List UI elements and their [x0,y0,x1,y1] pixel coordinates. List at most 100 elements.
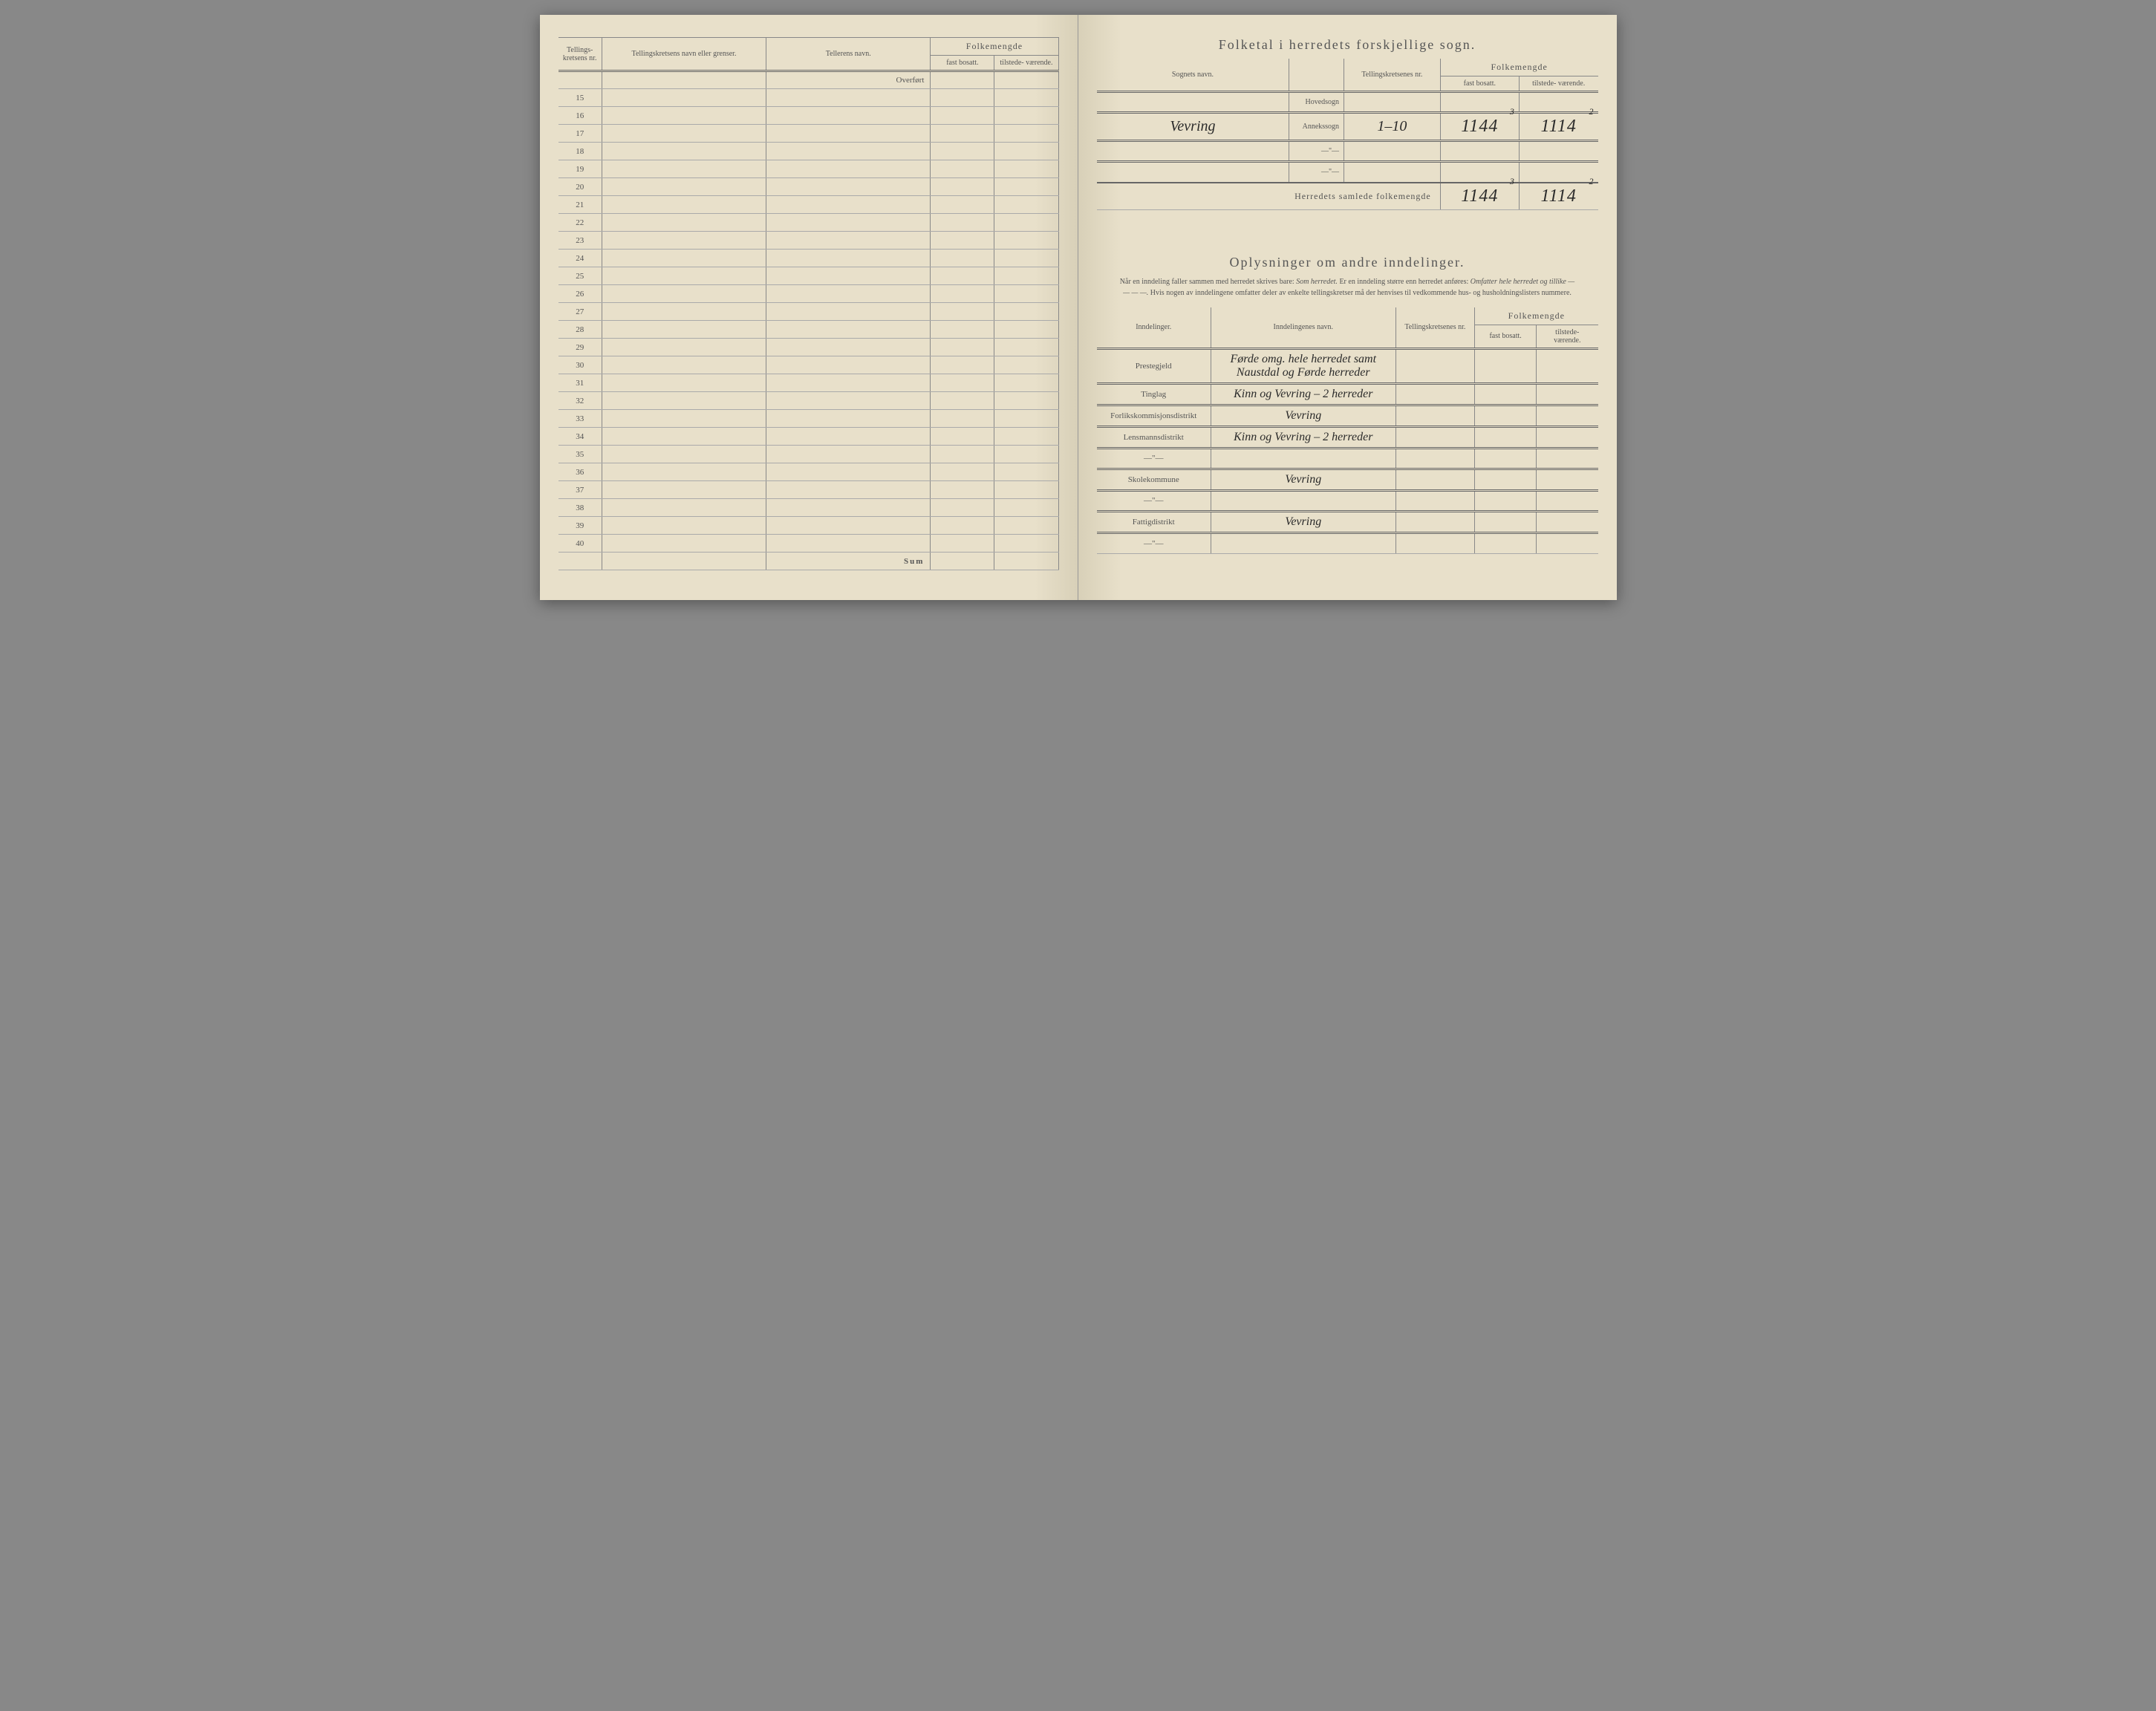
table-row: 23 [558,232,1059,250]
inndelinger-table: Inndelinger. Inndelingenes navn. Telling… [1097,307,1598,554]
row-number: 26 [558,285,602,303]
total-tilstede: 1114 2 [1519,183,1598,210]
table-row: 39 [558,517,1059,535]
col-inndel-navn: Inndelingenes navn. [1211,307,1395,349]
sogn-name: Vevring [1097,113,1289,141]
table-row: 33 [558,410,1059,428]
sogn-tilstede [1519,162,1598,183]
col-sognets-navn: Sognets navn. [1097,59,1289,92]
row-number: 19 [558,160,602,178]
inndeling-category: —"— [1097,490,1211,511]
table-row: 40 [558,535,1059,553]
section-subtitle: Når en inndeling faller sammen med herre… [1119,276,1576,299]
sogn-type: —"— [1289,141,1344,162]
table-row: 21 [558,196,1059,214]
sogn-fast [1440,162,1519,183]
total-fast: 1144 3 [1440,183,1519,210]
left-page: Tellings- kretsens nr. Tellingskretsens … [540,15,1078,600]
inndeling-row: Prestegjeld Førde omg. hele herredet sam… [1097,348,1598,383]
table-row: 15 [558,89,1059,107]
sogn-name [1097,92,1289,113]
inndeling-name [1211,490,1395,511]
inndeling-category: Tinglag [1097,383,1211,405]
total-label: Herredets samlede folkemengde [1097,183,1441,210]
col-fast: fast bosatt. [1440,76,1519,92]
table-row: 20 [558,178,1059,196]
table-row: 35 [558,446,1059,463]
sogn-fast [1440,141,1519,162]
inndeling-category: Forlikskommisjonsdistrikt [1097,405,1211,426]
table-row: 38 [558,499,1059,517]
col-folkemengde: Folkemengde [1440,59,1598,76]
sogn-row: Hovedsogn [1097,92,1598,113]
table-row: 36 [558,463,1059,481]
row-number: 30 [558,356,602,374]
table-row: 22 [558,214,1059,232]
inndeling-row: —"— [1097,490,1598,511]
sogn-fast [1440,92,1519,113]
table-row: 29 [558,339,1059,356]
row-number: 37 [558,481,602,499]
row-number: 21 [558,196,602,214]
inndeling-row: Forlikskommisjonsdistrikt Vevring [1097,405,1598,426]
right-page: Folketal i herredets forskjellige sogn. … [1078,15,1617,600]
inndeling-category: Fattigdistrikt [1097,511,1211,532]
inndeling-row: Skolekommune Vevring [1097,469,1598,490]
row-number: 24 [558,250,602,267]
sum-label: Sum [766,553,931,570]
col-header-nr: Tellings- kretsens nr. [558,38,602,71]
row-number: 39 [558,517,602,535]
inndeling-name: Førde omg. hele herredet samt Naustdal o… [1211,348,1395,383]
overfort-label: Overført [766,71,931,89]
row-number: 36 [558,463,602,481]
table-row: 18 [558,143,1059,160]
table-row: 24 [558,250,1059,267]
sogn-krets [1344,162,1441,183]
sogn-row: —"— [1097,162,1598,183]
inndeling-row: Lensmannsdistrikt Kinn og Vevring – 2 he… [1097,426,1598,448]
col-header-fast: fast bosatt. [931,56,994,71]
table-row: 28 [558,321,1059,339]
inndeling-name: Vevring [1211,405,1395,426]
col-header-folkemengde: Folkemengde [931,38,1058,56]
inndeling-category: Skolekommune [1097,469,1211,490]
row-number: 31 [558,374,602,392]
table-row: 32 [558,392,1059,410]
col-header-krets: Tellingskretsens navn eller grenser. [602,38,766,71]
sogn-table: Sognets navn. Tellingskretsenes nr. Folk… [1097,59,1598,210]
row-number: 40 [558,535,602,553]
left-table: Tellings- kretsens nr. Tellingskretsens … [558,37,1059,570]
row-number: 25 [558,267,602,285]
sogn-krets [1344,141,1441,162]
inndeling-row: —"— [1097,532,1598,553]
inndeling-name: Vevring [1211,469,1395,490]
inndeling-name [1211,448,1395,469]
row-number: 35 [558,446,602,463]
sogn-type: —"— [1289,162,1344,183]
row-number: 34 [558,428,602,446]
row-number: 18 [558,143,602,160]
row-number: 17 [558,125,602,143]
inndeling-name [1211,532,1395,553]
table-row: 19 [558,160,1059,178]
sogn-row: Vevring Annekssogn 1–10 11443 11142 [1097,113,1598,141]
inndeling-row: Tinglag Kinn og Vevring – 2 herreder [1097,383,1598,405]
row-number: 23 [558,232,602,250]
col-inndel-folkemengde: Folkemengde [1475,307,1598,325]
book-spread: Tellings- kretsens nr. Tellingskretsens … [540,15,1617,600]
sogn-fast: 11443 [1440,113,1519,141]
sogn-type: Hovedsogn [1289,92,1344,113]
sogn-krets [1344,92,1441,113]
sogn-tilstede [1519,92,1598,113]
col-inndel-tilstede: tilstede- værende. [1537,325,1598,348]
col-inndel-krets: Tellingskretsenes nr. [1395,307,1475,349]
col-header-tilstede: tilstede- værende. [994,56,1058,71]
col-inndel-fast: fast bosatt. [1475,325,1537,348]
col-header-teller: Tellerens navn. [766,38,931,71]
table-row: 26 [558,285,1059,303]
inndeling-name: Kinn og Vevring – 2 herreder [1211,426,1395,448]
section-title-1: Folketal i herredets forskjellige sogn. [1097,37,1598,53]
row-number: 22 [558,214,602,232]
row-number: 20 [558,178,602,196]
col-inndelinger: Inndelinger. [1097,307,1211,349]
